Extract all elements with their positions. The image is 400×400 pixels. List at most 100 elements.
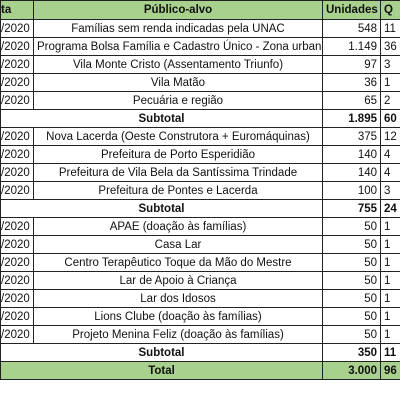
cell: Prefeitura de Porto Esperidião [33, 145, 323, 164]
cell: Subtotal [0, 343, 323, 362]
cell: 1 [380, 235, 400, 254]
cell: Vila Matão [33, 73, 323, 92]
subtotal-row: Subtotal 350 11 [0, 343, 400, 362]
cell: /2020 [0, 181, 34, 200]
data-row: /2020 Pecuária e região 65 2 [0, 91, 400, 110]
cell: 11 [380, 19, 400, 38]
cell: 3 [380, 181, 400, 200]
cell: 96 [380, 361, 400, 380]
data-row: /2020 Casa Lar 50 1 [0, 235, 400, 254]
cell: Unidades [322, 0, 381, 20]
cell: 50 [322, 289, 381, 308]
cell: Prefeitura de Vila Bela da Santíssima Tr… [33, 163, 323, 182]
cell: 50 [322, 307, 381, 326]
cell: 100 [322, 181, 381, 200]
cell: Subtotal [0, 199, 323, 218]
cell: /2020 [0, 271, 34, 290]
cell: /2020 [0, 307, 34, 326]
data-row: /2020 Lions Clube (doação às famílias) 50 1 [0, 307, 400, 326]
cell: 11 [380, 343, 400, 362]
cell: /2020 [0, 235, 34, 254]
cell: /2020 [0, 73, 34, 92]
cell: 4 [380, 145, 400, 164]
cell: APAE (doação às famílias) [33, 217, 323, 236]
cell: Famílias sem renda indicadas pela UNAC [33, 19, 323, 38]
data-row: /2020 Prefeitura de Pontes e Lacerda 100 3 [0, 181, 400, 200]
cell: 50 [322, 253, 381, 272]
cell: 50 [322, 325, 381, 344]
cell: Centro Terapêutico Toque da Mão do Mestr… [33, 253, 323, 272]
cell: 375 [322, 127, 381, 146]
data-row: /2020 Lar dos Idosos 50 1 [0, 289, 400, 308]
data-row: /2020 Prefeitura de Vila Bela da Santíssi… [0, 163, 400, 182]
cell: 1.149 [322, 37, 381, 56]
cell: 1.895 [322, 109, 381, 128]
cell: 755 [322, 199, 381, 218]
cell: 1 [380, 271, 400, 290]
cell: Subtotal [0, 109, 323, 128]
cell: 1 [380, 307, 400, 326]
cell: /2020 [0, 145, 34, 164]
cell: Pecuária e região [33, 91, 323, 110]
cell: /2020 [0, 163, 34, 182]
data-row: /2020 Prefeitura de Porto Esperidião 140 4 [0, 145, 400, 164]
data-row: /2020 Famílias sem renda indicadas pela U… [0, 19, 400, 38]
data-row: /2020 Programa Bolsa Família e Cadastro Ú… [0, 37, 400, 56]
cell: 140 [322, 145, 381, 164]
cell: /2020 [0, 217, 34, 236]
cell: /2020 [0, 55, 34, 74]
cell: 12 [380, 127, 400, 146]
cell: 65 [322, 91, 381, 110]
cell: 50 [322, 217, 381, 236]
subtotal-row: Subtotal 1.895 60 [0, 109, 400, 128]
cell: 36 [380, 37, 400, 56]
data-row: /2020 Nova Lacerda (Oeste Construtora + E… [0, 127, 400, 146]
cell: /2020 [0, 325, 34, 344]
total-row: Total 3.000 96 [0, 361, 400, 380]
cell: Lar dos Idosos [33, 289, 323, 308]
cell: 1 [380, 217, 400, 236]
cell: Nova Lacerda (Oeste Construtora + Euromá… [33, 127, 323, 146]
cell: 24 [380, 199, 400, 218]
cell: /2020 [0, 253, 34, 272]
cell: 350 [322, 343, 381, 362]
cell: Casa Lar [33, 235, 323, 254]
cell: Prefeitura de Pontes e Lacerda [33, 181, 323, 200]
cell: Projeto Menina Feliz (doação às famílias… [33, 325, 323, 344]
cell: Público-alvo [33, 0, 323, 20]
cell: ta [0, 0, 34, 20]
data-row: /2020 Vila Monte Cristo (Assentamento Tri… [0, 55, 400, 74]
header-row: ta Público-alvo Unidades Q [0, 0, 400, 20]
cell: 50 [322, 271, 381, 290]
subtotal-row: Subtotal 755 24 [0, 199, 400, 218]
cell: 1 [380, 289, 400, 308]
data-row: /2020 APAE (doação às famílias) 50 1 [0, 217, 400, 236]
data-row: /2020 Vila Matão 36 1 [0, 73, 400, 92]
cell: /2020 [0, 127, 34, 146]
cell: 1 [380, 253, 400, 272]
cell: 50 [322, 235, 381, 254]
cell: Vila Monte Cristo (Assentamento Triunfo) [33, 55, 323, 74]
cell: 548 [322, 19, 381, 38]
cell: Lions Clube (doação às famílias) [33, 307, 323, 326]
data-row: /2020 Centro Terapêutico Toque da Mão do … [0, 253, 400, 272]
cell: /2020 [0, 19, 34, 38]
cell: 2 [380, 91, 400, 110]
cell: Programa Bolsa Família e Cadastro Único … [33, 37, 323, 56]
cell: 97 [322, 55, 381, 74]
table-body: ta Público-alvo Unidades Q/2020 Famílias sem… [0, 0, 400, 380]
cell: Lar de Apoio à Criança [33, 271, 323, 290]
cell: Total [0, 361, 323, 380]
cell: 3 [380, 55, 400, 74]
data-row: /2020 Projeto Menina Feliz (doação às fam… [0, 325, 400, 344]
cell: 60 [380, 109, 400, 128]
cell: 1 [380, 325, 400, 344]
cell: 1 [380, 73, 400, 92]
cell: /2020 [0, 289, 34, 308]
cell: 140 [322, 163, 381, 182]
cell: 36 [322, 73, 381, 92]
data-row: /2020 Lar de Apoio à Criança 50 1 [0, 271, 400, 290]
cell: 4 [380, 163, 400, 182]
table: ta Público-alvo Unidades Q/2020 Famílias sem… [0, 0, 400, 380]
